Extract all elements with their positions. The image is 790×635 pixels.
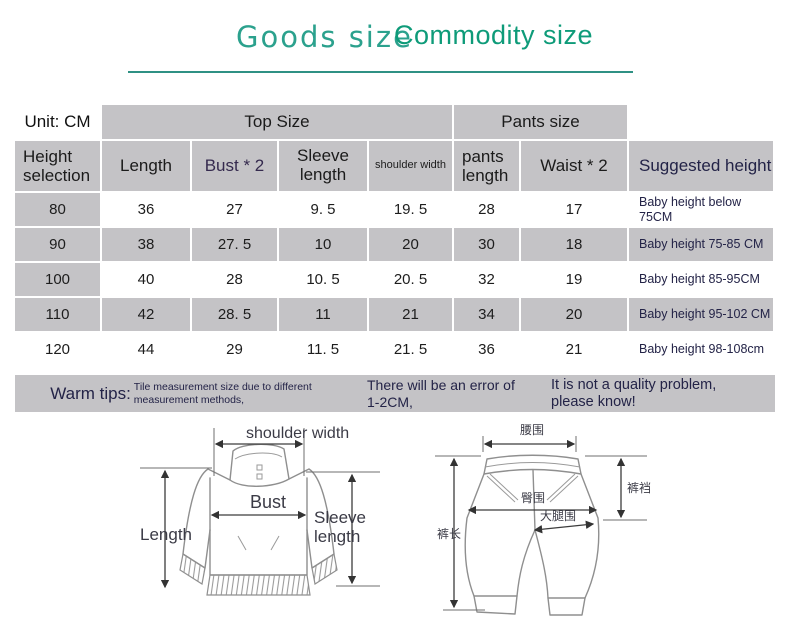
pants-drawing [464, 454, 600, 616]
col-header-sleeve-length: Sleeve length [279, 141, 367, 191]
group-header-pants-size: Pants size [454, 105, 627, 139]
row-110-suggested: Baby height 95-102 CM [629, 298, 773, 331]
row-80-size: 80 [15, 193, 100, 226]
shoulder-width-label: shoulder width [246, 425, 349, 442]
sleeve-length-label-1: Sleeve [314, 508, 366, 527]
row-90-bust: 27. 5 [192, 228, 277, 261]
row-110-waist: 20 [521, 298, 627, 331]
row-120-length: 44 [102, 333, 190, 366]
warm-tips-label: Warm tips: [50, 383, 131, 403]
row-80-bust: 27 [192, 193, 277, 226]
row-90-shoulder: 20 [369, 228, 452, 261]
group-header-top-size: Top Size [102, 105, 452, 139]
row-110-length: 42 [102, 298, 190, 331]
warm-tips-error: There will be an error of 1-2CM, [367, 377, 515, 410]
col-header-shoulder-width: shoulder width [369, 141, 452, 191]
title-divider [128, 71, 633, 73]
pants-thigh-label: 大腿围 [540, 509, 576, 523]
page-title: Commodity size [394, 20, 594, 50]
hoodie-drawing [179, 443, 338, 596]
warm-tips-quality: It is not a quality problem, please know… [551, 376, 717, 410]
col-header-length: Length [102, 141, 190, 191]
pants-crotch-label: 裤裆 [627, 481, 651, 495]
row-110-bust: 28. 5 [192, 298, 277, 331]
row-120-pants-length: 36 [454, 333, 519, 366]
row-90-pants-length: 30 [454, 228, 519, 261]
row-100-pants-length: 32 [454, 263, 519, 296]
hoodie-measure-diagram: shoulder width Length Bust Sleeve length [140, 425, 380, 596]
title-decorative: Goods size [236, 20, 413, 54]
row-90-waist: 18 [521, 228, 627, 261]
row-100-length: 40 [102, 263, 190, 296]
pants-hip-measure: 臀围 [467, 491, 598, 515]
row-90-length: 38 [102, 228, 190, 261]
pants-waist-measure: 腰围 [482, 423, 577, 452]
row-100-waist: 19 [521, 263, 627, 296]
row-120-size: 120 [15, 333, 100, 366]
col-header-height-selection: Height selection [15, 141, 100, 191]
size-table: Unit: CM Top Size Pants size Height sele… [15, 105, 775, 366]
row-110-size: 110 [15, 298, 100, 331]
unit-label: Unit: CM [15, 105, 100, 139]
length-label: Length [140, 525, 192, 544]
row-90-size: 90 [15, 228, 100, 261]
bust-measure: Bust [210, 492, 307, 520]
row-80-pants-length: 28 [454, 193, 519, 226]
row-120-sleeve: 11. 5 [279, 333, 367, 366]
sleeve-length-label-2: length [314, 527, 360, 546]
col-header-suggested-height: Suggested height [629, 141, 773, 191]
col-header-pants-length: pants length [454, 141, 519, 191]
warm-tips-bar: Warm tips: Tile measurement size due to … [15, 375, 775, 412]
row-100-suggested: Baby height 85-95CM [629, 263, 773, 296]
length-measure: Length [140, 467, 212, 589]
col-header-bust: Bust * 2 [192, 141, 277, 191]
pants-thigh-measure: 大腿围 [533, 509, 595, 534]
row-120-suggested: Baby height 98-108cm [629, 333, 773, 366]
row-80-waist: 17 [521, 193, 627, 226]
pants-length-measure: 裤长 [435, 455, 485, 611]
pants-measure-diagram: 腰围 裤长 裤裆 臀围 大腿围 [435, 423, 651, 616]
row-100-shoulder: 20. 5 [369, 263, 452, 296]
row-90-sleeve: 10 [279, 228, 367, 261]
row-80-shoulder: 19. 5 [369, 193, 452, 226]
row-110-shoulder: 21 [369, 298, 452, 331]
bust-label: Bust [250, 492, 286, 512]
row-120-shoulder: 21. 5 [369, 333, 452, 366]
row-110-pants-length: 34 [454, 298, 519, 331]
row-100-size: 100 [15, 263, 100, 296]
row-80-length: 36 [102, 193, 190, 226]
pants-waist-label: 腰围 [520, 423, 544, 437]
sleeve-length-measure: Sleeve length [306, 471, 380, 587]
row-120-waist: 21 [521, 333, 627, 366]
row-90-suggested: Baby height 75-85 CM [629, 228, 773, 261]
pants-length-label: 裤长 [437, 527, 461, 541]
row-80-sleeve: 9. 5 [279, 193, 367, 226]
row-80-suggested: Baby height below 75CM [629, 193, 773, 226]
warm-tips-note: Tile measurement size due to different m… [133, 381, 312, 406]
row-100-sleeve: 10. 5 [279, 263, 367, 296]
row-110-sleeve: 11 [279, 298, 367, 331]
pants-crotch-measure: 裤裆 [585, 455, 651, 521]
pants-hip-label: 臀围 [521, 491, 545, 505]
shoulder-width-measure: shoulder width [213, 425, 349, 476]
row-100-bust: 28 [192, 263, 277, 296]
group-header-empty [629, 105, 773, 139]
warm-tips-left: Warm tips: Tile measurement size due to … [15, 381, 367, 406]
row-120-bust: 29 [192, 333, 277, 366]
col-header-waist: Waist * 2 [521, 141, 627, 191]
